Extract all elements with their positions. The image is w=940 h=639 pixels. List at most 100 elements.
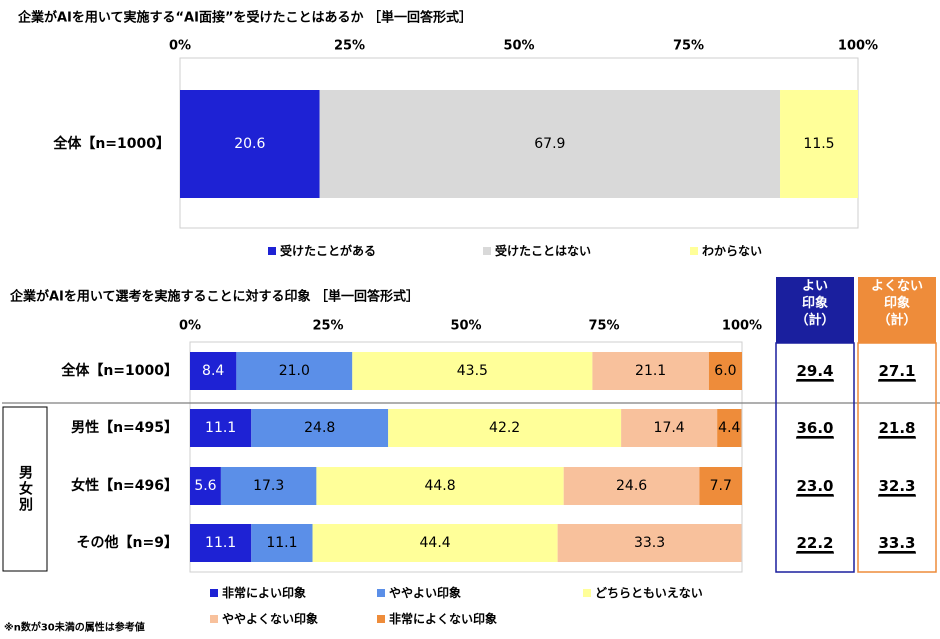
chart2-data-label: 33.3 (634, 535, 665, 551)
chart2-tick-label: 50% (450, 319, 481, 334)
chart2-legend-label: ややよくない印象 (222, 611, 318, 626)
chart2-data-label: 21.0 (279, 363, 310, 379)
chart1-tick-label: 50% (503, 39, 534, 54)
chart2-bar-segment (352, 352, 593, 390)
summary-header-label: よくない印象（計） (871, 279, 923, 328)
chart1-tick-label: 25% (334, 39, 365, 54)
summary-header-line: よくない (871, 279, 923, 294)
chart1-data-label: 11.5 (803, 136, 834, 152)
chart2-legend-label: 非常によくない印象 (389, 611, 497, 626)
chart2-data-label: 44.8 (424, 478, 455, 494)
chart1-title: 企業がAIを用いて実施する“AI面接”を受けたことはあるか ［単一回答形式］ (17, 10, 472, 26)
chart2-category-label: その他【n=9】 (77, 534, 178, 551)
chart2-legend-label: 非常によい印象 (222, 585, 306, 600)
summary-value: 23.0 (796, 477, 833, 495)
summary-value: 29.4 (796, 362, 833, 380)
chart2-data-label: 42.2 (489, 420, 520, 436)
summary-header-line: （計） (795, 312, 834, 328)
chart1-legend-swatch (690, 247, 698, 255)
chart1-bar-segment (180, 90, 320, 198)
summary-header-line: よい (802, 279, 828, 294)
chart2-legend-swatch (210, 615, 218, 623)
chart1-legend-label: わからない (702, 244, 762, 258)
chart1-legend-label: 受けたことはない (495, 243, 591, 258)
chart2-data-label: 17.3 (253, 478, 284, 494)
chart2-bar-segment (316, 467, 564, 505)
chart2-data-label: 24.6 (616, 478, 647, 494)
chart2-data-label: 8.4 (202, 363, 224, 379)
chart2-title: 企業がAIを用いて選考を実施することに対する印象 ［単一回答形式］ (9, 289, 419, 305)
chart2-bar-segment (312, 524, 558, 562)
chart2-data-label: 11.1 (205, 535, 236, 551)
summary-header-box (776, 277, 854, 343)
chart2-bar-segment (236, 352, 353, 390)
chart2-legend-label: どちらともいえない (595, 586, 703, 600)
chart2-data-label: 11.1 (266, 535, 297, 551)
summary-column-box (857, 342, 937, 573)
chart1-data-label: 20.6 (234, 136, 265, 152)
summary-value: 21.8 (878, 419, 915, 437)
chart2-legend-swatch (377, 615, 385, 623)
chart2-legend-swatch (210, 589, 218, 597)
chart2-bar-segment (708, 352, 742, 390)
chart2-data-label: 11.1 (205, 420, 236, 436)
summary-value: 36.0 (796, 419, 833, 437)
chart2-bar-segment (251, 524, 313, 562)
chart2-bar-segment (563, 467, 700, 505)
footnote: ※n数が30未満の属性は参考値 (4, 621, 145, 634)
summary-header-line: 印象 (884, 295, 910, 311)
chart2-bar-segment (388, 409, 622, 447)
summary-header-box (858, 277, 936, 343)
chart1-category-label: 全体【n=1000】 (52, 135, 170, 152)
chart2-legend-label: ややよい印象 (389, 585, 461, 600)
chart2-data-label: 24.8 (304, 420, 335, 436)
chart2-legend-swatch (377, 589, 385, 597)
chart2-tick-label: 75% (588, 319, 619, 334)
chart2-data-label: 5.6 (194, 478, 216, 494)
chart2-group-box (2, 406, 48, 572)
chart2-category-label: 男性【n=495】 (71, 419, 178, 436)
chart2-data-label: 7.7 (710, 478, 732, 494)
chart2-bar-segment (220, 467, 317, 505)
chart2-bar-segment (190, 409, 252, 447)
chart2-tick-label: 100% (722, 319, 762, 334)
summary-value: 32.3 (878, 477, 915, 495)
summary-value: 27.1 (878, 362, 915, 380)
chart1-tick-label: 75% (673, 39, 704, 54)
chart2-data-label: 6.0 (714, 363, 736, 379)
summary-header-line: 印象 (802, 295, 828, 311)
chart1-legend-label: 受けたことがある (280, 243, 376, 258)
chart2-bar-segment (557, 524, 742, 562)
chart2-bar-segment (190, 352, 237, 390)
chart1-bar-segment (780, 90, 858, 198)
chart2-bar-segment (699, 467, 742, 505)
chart2-group-label: 男女別 (17, 465, 34, 513)
chart2-data-label: 17.4 (654, 420, 685, 436)
chart1-legend-swatch (483, 247, 491, 255)
chart2-bar-segment (190, 524, 252, 562)
summary-column-box (775, 342, 855, 573)
chart1-tick-label: 0% (169, 39, 191, 54)
chart2-category-label: 全体【n=1000】 (60, 362, 178, 379)
chart2-legend-swatch (583, 589, 591, 597)
chart2-data-label: 4.4 (718, 420, 740, 436)
chart2-bar-segment (592, 352, 709, 390)
chart2-data-label: 43.5 (457, 363, 488, 379)
chart1-bar-segment (319, 90, 781, 198)
chart2-data-label: 44.4 (420, 535, 451, 551)
chart2-tick-label: 0% (179, 319, 201, 334)
chart1-legend-swatch (268, 247, 276, 255)
chart1-data-label: 67.9 (534, 136, 565, 152)
chart2-bar-segment (190, 467, 221, 505)
summary-header-line: （計） (877, 312, 916, 328)
chart2-bar-segment (621, 409, 718, 447)
chart1-tick-label: 100% (838, 39, 878, 54)
chart2-bar-segment (717, 409, 742, 447)
chart2-category-label: 女性【n=496】 (71, 477, 178, 494)
chart2-data-label: 21.1 (635, 363, 666, 379)
summary-value: 22.2 (796, 534, 833, 552)
summary-header-label: よい印象（計） (795, 279, 834, 328)
chart2-plot-frame (189, 341, 743, 573)
